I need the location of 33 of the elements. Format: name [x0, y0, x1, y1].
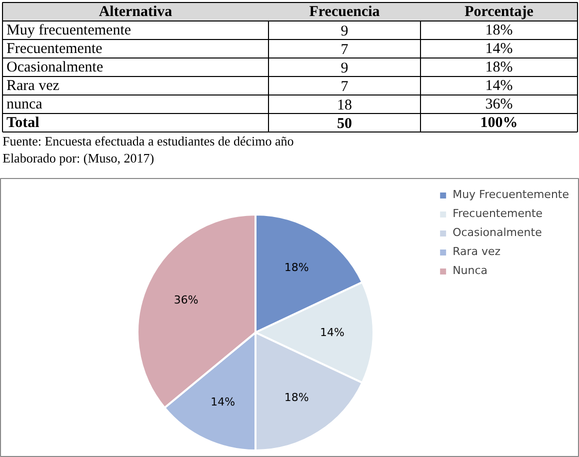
text: Elaborado por: (Muso, 2017): [2, 150, 154, 166]
data-label: 14%: [210, 395, 236, 408]
legend-label: Nunca: [452, 264, 488, 277]
legend-label: Muy Frecuentemente: [452, 188, 569, 201]
text: 36%: [485, 96, 513, 112]
data-label: 36%: [174, 293, 198, 306]
text: 9: [340, 23, 348, 40]
category-label: Frecuencia: [309, 4, 380, 20]
category-label: Ocasionalmente: [6, 59, 104, 76]
legend-label: Rara vez: [452, 245, 501, 258]
text: 18%: [485, 59, 513, 76]
data-label: 18%: [284, 261, 309, 274]
text: 9: [340, 60, 348, 76]
text: 18: [337, 97, 352, 114]
text: 100%: [480, 114, 518, 131]
text: 50: [337, 116, 352, 132]
category-label: Frecuentemente: [6, 40, 102, 57]
category-label: Total: [6, 114, 40, 131]
category-label: Rara vez: [6, 78, 60, 94]
data-label: 14%: [320, 326, 344, 339]
legend-label: Frecuentemente: [452, 207, 543, 220]
category-label: nunca: [6, 96, 42, 112]
text: 7: [340, 42, 348, 58]
legend-label: Ocasionalmente: [452, 226, 542, 239]
source-note: Fuente: Encuesta efectuada a estudiantes de décimo año: [2, 134, 294, 148]
text: 14%: [485, 78, 513, 94]
text: 7: [340, 78, 348, 95]
category-label: Porcentaje: [464, 4, 534, 20]
data-label: 18%: [284, 390, 309, 404]
text: 14%: [485, 40, 513, 57]
text: 18%: [485, 22, 513, 38]
category-label: Alternativa: [98, 4, 173, 20]
category-label: Muy frecuentemente: [6, 22, 132, 38]
